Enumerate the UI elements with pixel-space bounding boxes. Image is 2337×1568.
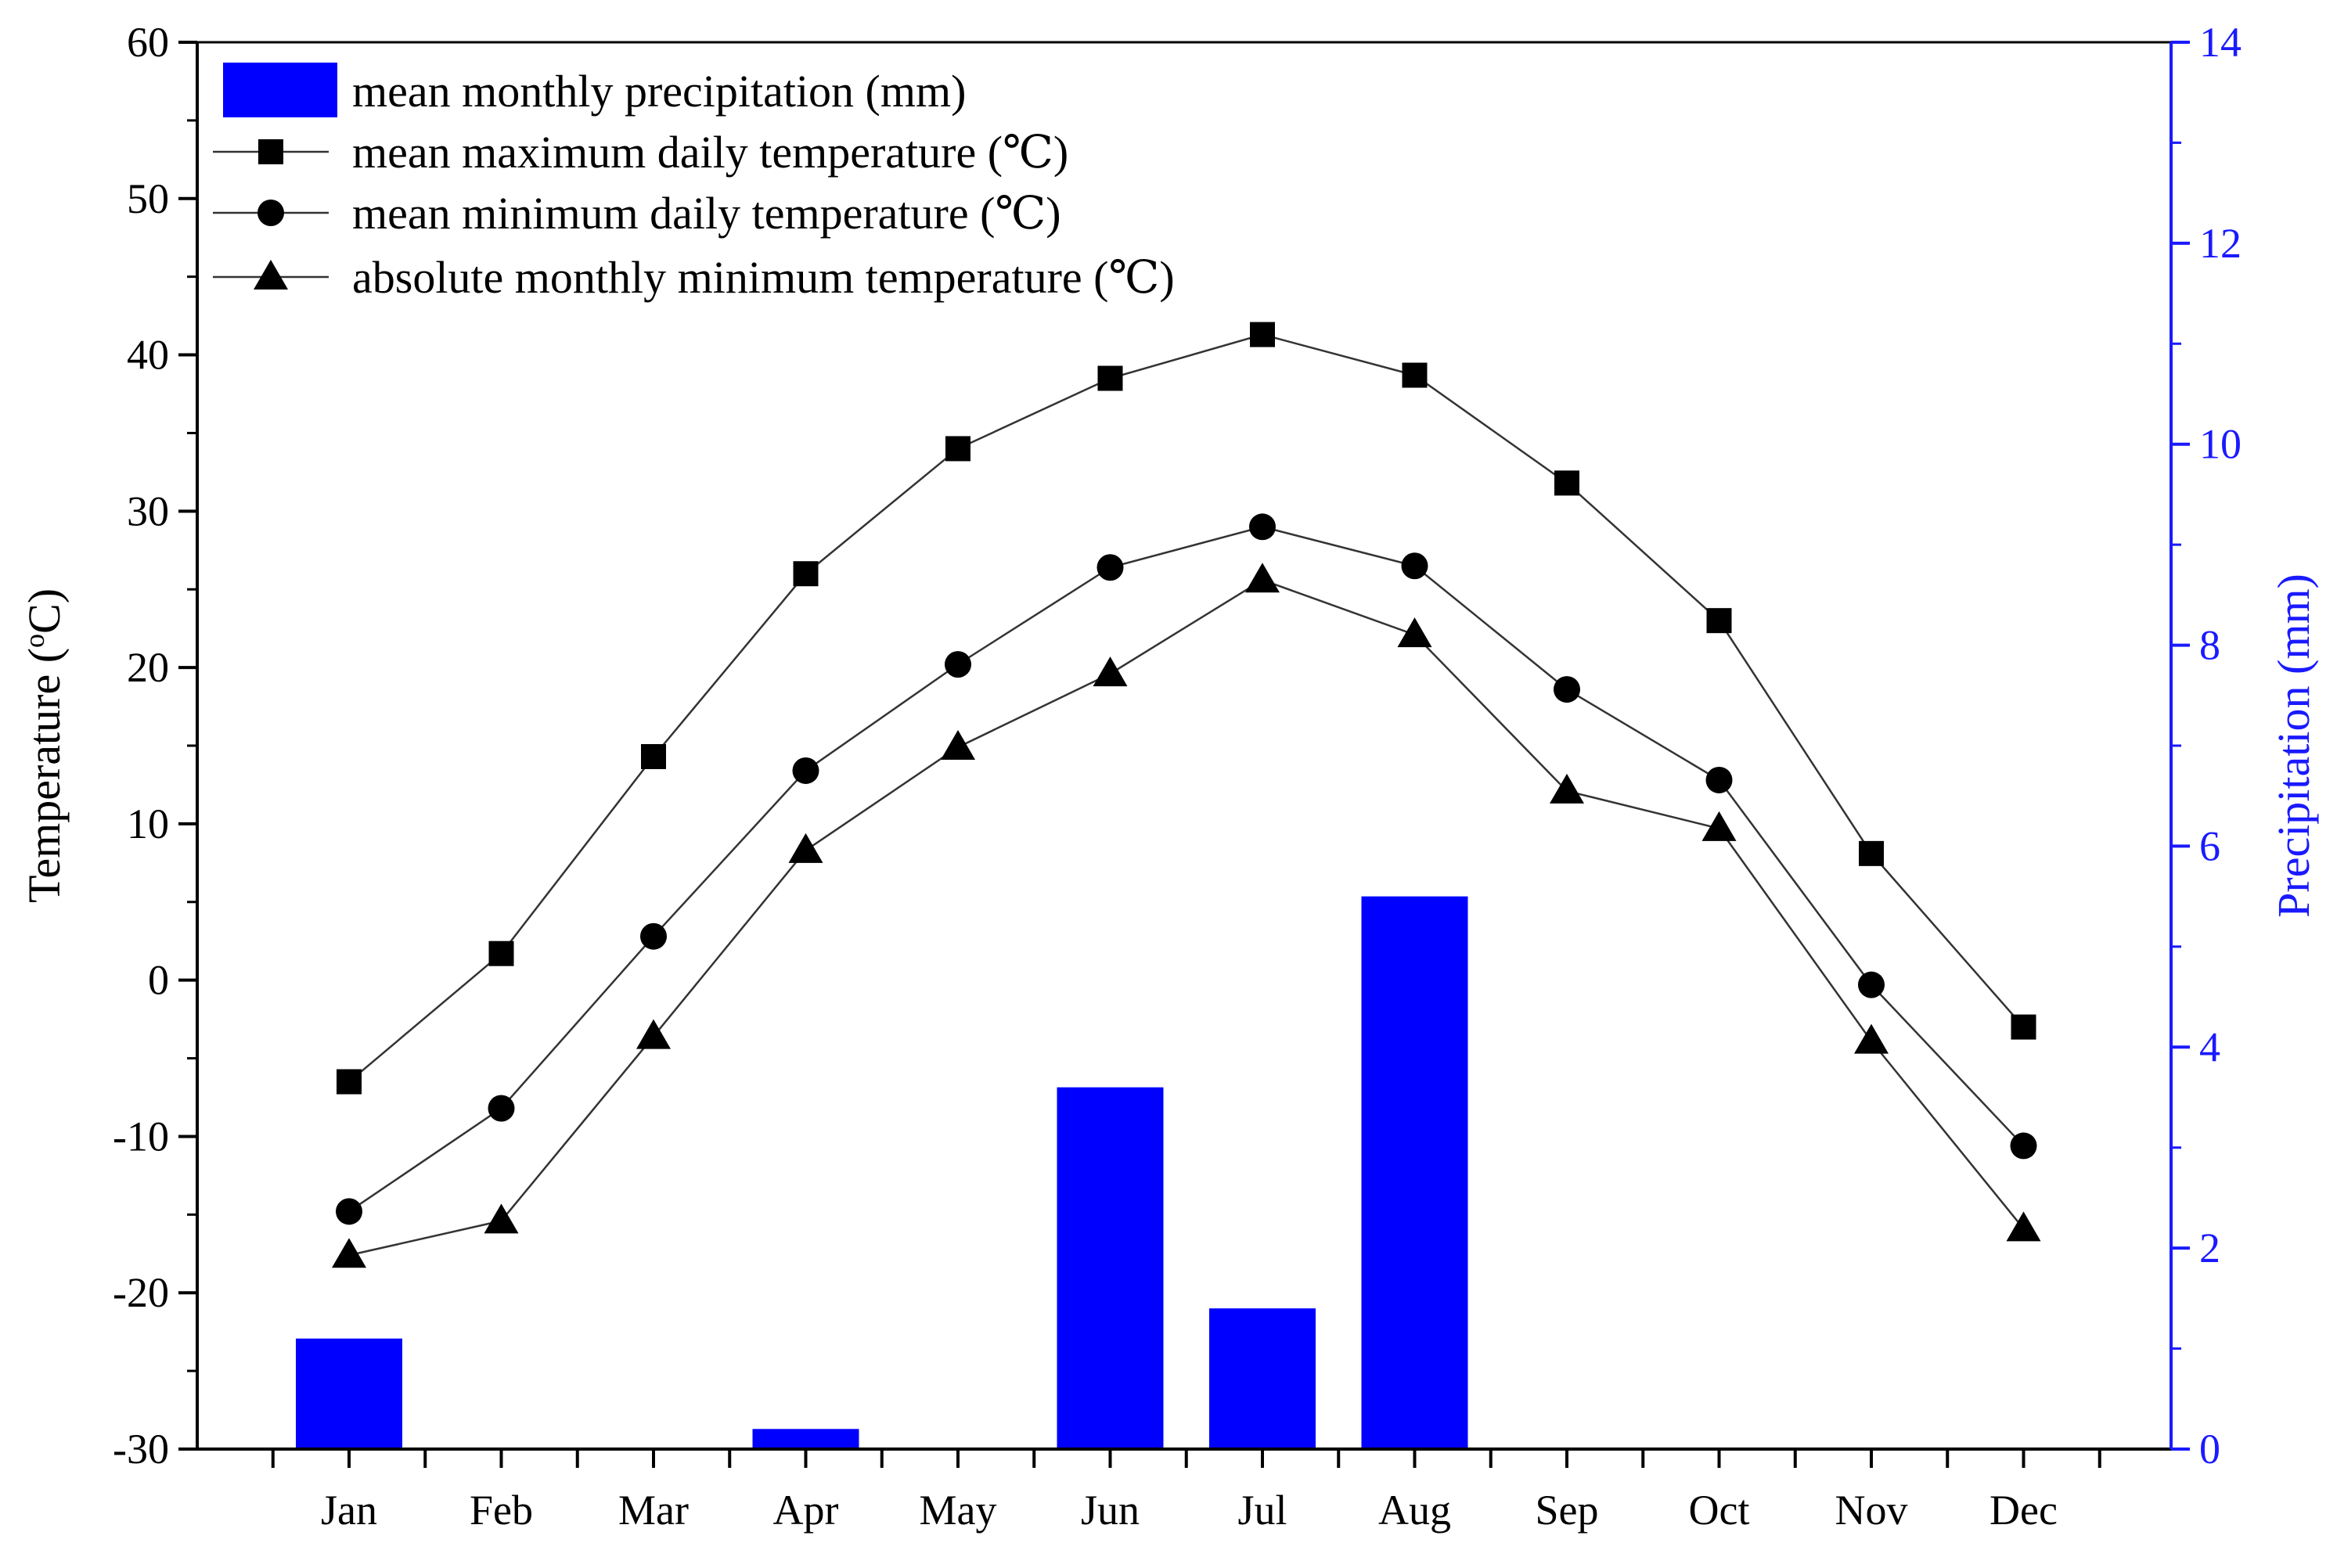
- right-tick-label: 12: [2199, 220, 2242, 267]
- x-tick-label-feb: Feb: [470, 1487, 533, 1534]
- square-point-jul: [1250, 322, 1275, 347]
- precip-bar-jun: [1057, 1087, 1164, 1449]
- square-point-feb: [488, 940, 514, 966]
- square-point-may: [945, 436, 970, 462]
- legend-swatch-precipitation: [223, 63, 337, 117]
- left-tick-label: -20: [113, 1269, 169, 1316]
- triangle-point-apr: [788, 833, 823, 863]
- circle-series-line: [348, 526, 2025, 1213]
- x-tick-label-apr: Apr: [773, 1487, 839, 1534]
- legend: mean monthly precipitation (mm) mean maxi…: [213, 63, 1175, 303]
- x-tick-label-jan: Jan: [321, 1487, 377, 1534]
- left-axis-title-degree: o: [19, 634, 50, 648]
- x-tick-label-may: May: [920, 1487, 997, 1534]
- legend-label-triangle: absolute monthly minimum temperature (℃): [352, 252, 1175, 303]
- right-tick-label: 10: [2199, 421, 2242, 468]
- triangle-point-mar: [636, 1019, 671, 1049]
- left-tick-label: -10: [113, 1113, 169, 1160]
- left-tick-label: 0: [148, 957, 169, 1004]
- precip-bar-aug: [1361, 896, 1468, 1449]
- precipitation-bars: [296, 896, 1468, 1449]
- axes: -30 -20 -10 0 10 20 30 40 50 60 0 2 4 6 8 10 12 14 Jan Feb M…: [19, 19, 2319, 1534]
- circle-point-sep: [1554, 676, 1580, 703]
- x-tick-label-jun: Jun: [1081, 1487, 1140, 1534]
- right-axis-title: Precipitation (mm): [2268, 574, 2319, 918]
- precip-bar-apr: [752, 1429, 859, 1449]
- triangle-point-dec: [2006, 1211, 2041, 1242]
- square-point-apr: [793, 561, 819, 587]
- left-tick-label: 30: [127, 487, 169, 534]
- square-series-line: [348, 333, 2025, 1083]
- square-point-jan: [337, 1069, 362, 1095]
- left-tick-label: 20: [127, 644, 169, 691]
- left-tick-label: 10: [127, 800, 169, 847]
- circle-point-jul: [1249, 513, 1276, 541]
- square-point-sep: [1554, 470, 1579, 496]
- square-point-jun: [1097, 365, 1123, 391]
- circle-point-mar: [640, 922, 667, 950]
- x-tick-label-jul: Jul: [1237, 1487, 1287, 1534]
- left-axis-title-suffix: C): [19, 588, 70, 634]
- left-tick-label: 50: [127, 175, 169, 222]
- circle-point-apr: [792, 757, 819, 784]
- square-point-aug: [1402, 362, 1428, 388]
- legend-marker-triangle: [254, 260, 288, 290]
- square-point-mar: [641, 743, 666, 769]
- legend-label-circle: mean minimum daily temperature (℃): [352, 188, 1061, 239]
- legend-label-square: mean maximum daily temperature (℃): [352, 127, 1068, 178]
- precip-bar-jan: [296, 1338, 402, 1449]
- circle-point-jun: [1096, 554, 1124, 581]
- legend-marker-circle: [257, 200, 284, 226]
- triangle-point-may: [941, 729, 975, 760]
- triangle-point-jun: [1093, 656, 1128, 687]
- triangle-point-feb: [484, 1203, 519, 1234]
- triangle-point-jul: [1245, 563, 1280, 593]
- x-tick-label-nov: Nov: [1835, 1487, 1908, 1534]
- x-tick-label-aug: Aug: [1378, 1487, 1451, 1534]
- square-point-oct: [1706, 608, 1732, 634]
- triangle-point-aug: [1397, 617, 1432, 648]
- right-tick-label: 14: [2199, 19, 2242, 66]
- right-tick-label: 2: [2199, 1225, 2220, 1271]
- x-tick-label-oct: Oct: [1689, 1487, 1750, 1534]
- legend-label-precipitation: mean monthly precipitation (mm): [352, 66, 966, 117]
- square-point-dec: [2011, 1014, 2036, 1040]
- legend-marker-square: [258, 139, 283, 164]
- left-tick-label: 60: [127, 19, 169, 66]
- right-tick-label: 6: [2199, 822, 2220, 869]
- x-tick-label-dec: Dec: [1990, 1487, 2058, 1534]
- circle-point-may: [945, 651, 971, 678]
- precip-bar-jul: [1209, 1308, 1316, 1449]
- triangle-point-jan: [332, 1238, 366, 1268]
- right-tick-label: 0: [2199, 1426, 2220, 1473]
- triangle-series-line: [348, 578, 2025, 1257]
- x-tick-label-sep: Sep: [1536, 1487, 1599, 1534]
- right-tick-label: 8: [2199, 622, 2220, 669]
- triangle-point-nov: [1854, 1023, 1889, 1054]
- circle-point-dec: [2010, 1132, 2037, 1160]
- circle-point-nov: [1858, 971, 1885, 998]
- square-point-nov: [1859, 840, 1884, 866]
- left-tick-label: -30: [113, 1426, 169, 1473]
- left-axis-title-prefix: Temperature (: [19, 648, 70, 903]
- x-tick-label-mar: Mar: [618, 1487, 689, 1534]
- right-tick-label: 4: [2199, 1023, 2220, 1070]
- circle-point-jan: [336, 1198, 362, 1225]
- circle-point-oct: [1705, 766, 1733, 793]
- left-tick-label: 40: [127, 332, 169, 379]
- left-axis-title: Temperature (oC): [19, 588, 70, 903]
- circle-point-feb: [488, 1095, 515, 1122]
- triangle-point-oct: [1701, 811, 1737, 841]
- temperature-lines: [332, 322, 2041, 1268]
- triangle-point-sep: [1550, 773, 1584, 804]
- circle-point-aug: [1401, 552, 1428, 580]
